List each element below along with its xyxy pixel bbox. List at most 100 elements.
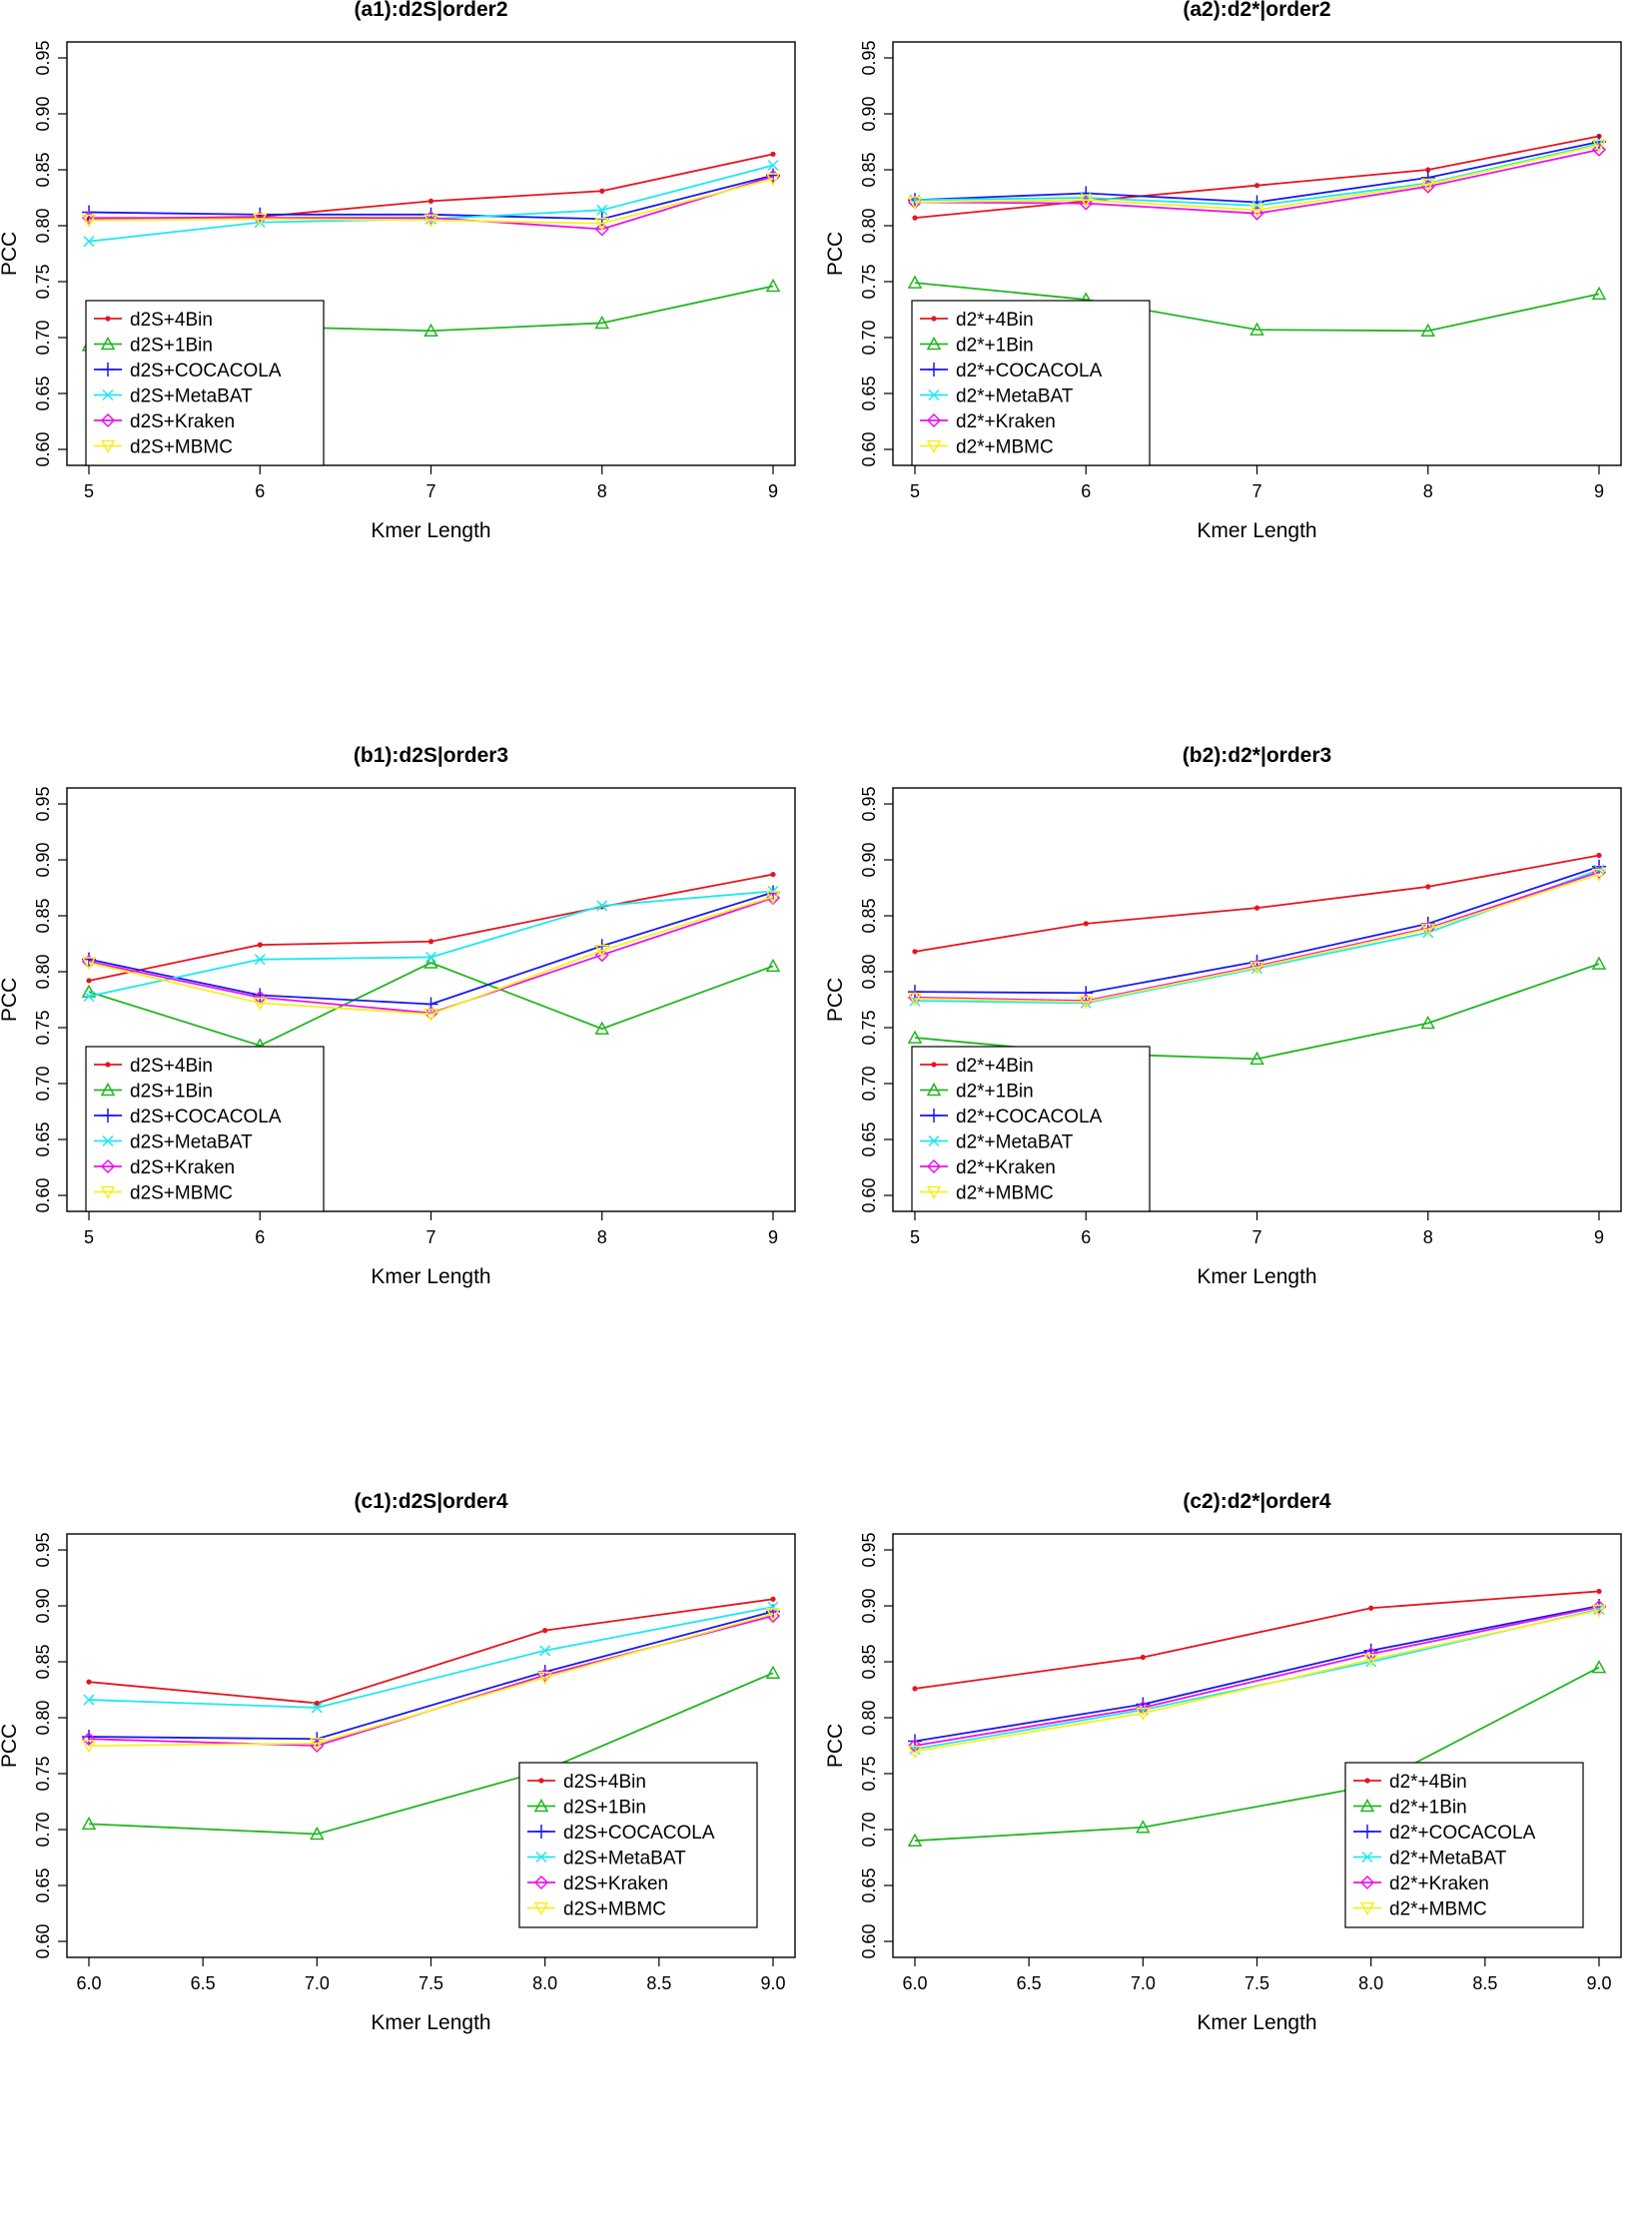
y-tick-label: 0.95 [33, 786, 53, 821]
y-tick-label: 0.75 [33, 264, 53, 299]
data-point [257, 942, 263, 948]
y-tick-label: 0.90 [859, 1588, 879, 1623]
legend-label: d2*+MetaBAT [956, 1132, 1074, 1153]
data-point [1425, 167, 1431, 173]
x-tick-label: 9 [768, 1227, 778, 1247]
legend: d2S+4Bin d2S+1Bin d2S+COCACOLA d2S+MetaBAT d… [85, 300, 325, 466]
series-4bin [912, 1588, 1602, 1692]
series-kraken [81, 169, 781, 237]
series-4bin [86, 871, 776, 984]
series-cocacola [908, 1599, 1606, 1749]
data-point [1591, 865, 1607, 880]
data-point [765, 169, 781, 184]
series-1bin [907, 1660, 1607, 1847]
legend-box [911, 300, 1151, 466]
data-point [907, 993, 923, 1007]
x-axis-title: Kmer Length [371, 1265, 490, 1288]
legend-marker [101, 1109, 115, 1122]
x-axis-title: Kmer Length [1197, 2011, 1316, 2034]
legend-marker [1359, 1901, 1375, 1916]
legend-label: d2*+4Bin [1389, 1772, 1467, 1793]
data-point [1591, 286, 1607, 301]
data-point [1253, 183, 1260, 189]
x-axis-title: Kmer Length [1197, 519, 1316, 542]
legend: d2*+4Bin d2*+1Bin d2*+COCACOLA d2*+MetaBAT d… [911, 300, 1151, 466]
series-line [914, 1666, 1600, 1843]
legend-label: d2S+COCACOLA [563, 1823, 715, 1844]
y-tick-label: 0.80 [859, 1700, 879, 1735]
series-line [914, 1590, 1600, 1690]
chart-svg: (b2):d2*|order3 0.60 0.65 0.70 0.75 0.80 0.85 0… [826, 746, 1622, 1288]
series-kraken [81, 1609, 781, 1754]
y-tick-label: 0.95 [859, 1532, 879, 1567]
chart-title: (a1):d2S|order2 [354, 0, 507, 21]
data-point [767, 159, 779, 172]
legend-marker [102, 1134, 114, 1147]
series-line [89, 175, 774, 231]
y-tick-label: 0.85 [33, 152, 53, 187]
y-tick-label: 0.80 [33, 1700, 53, 1735]
y-tick-label: 0.75 [859, 264, 879, 299]
y-tick-label: 0.70 [859, 1812, 879, 1847]
data-point [770, 1596, 776, 1602]
legend-marker [1359, 1798, 1375, 1813]
data-point [1363, 1654, 1378, 1668]
series-mbmc [907, 1604, 1607, 1760]
chart-panel-6: (c2):d2*|order4 0.60 0.65 0.70 0.75 0.80 0.85 0… [826, 1492, 1652, 2238]
data-point [423, 214, 438, 228]
legend-box [85, 1046, 325, 1212]
chart-title: (c1):d2S|order4 [354, 1492, 507, 1513]
x-tick-label: 6.0 [902, 1973, 927, 1993]
legend-box [518, 1762, 758, 1928]
x-tick-label: 6 [255, 481, 265, 501]
data-point [81, 1740, 97, 1754]
data-point [427, 939, 434, 945]
data-point [912, 949, 918, 955]
x-tick-label: 9.0 [1586, 1973, 1611, 1993]
legend: d2*+4Bin d2*+1Bin d2*+COCACOLA d2*+MetaBAT d… [911, 1046, 1151, 1212]
series-mbmc [81, 1608, 781, 1754]
y-tick-label: 0.75 [33, 1010, 53, 1045]
series-line [914, 1606, 1600, 1747]
legend-marker [928, 388, 940, 401]
x-tick-label: 7.5 [1244, 1973, 1269, 1993]
legend-marker [926, 1082, 942, 1097]
y-tick-label: 0.95 [859, 786, 879, 821]
y-tick-label: 0.90 [859, 96, 879, 131]
y-tick-label: 0.95 [33, 1532, 53, 1567]
data-point [1253, 905, 1260, 911]
y-tick-label: 0.90 [33, 1588, 53, 1623]
data-point [423, 1008, 438, 1023]
data-point [310, 1738, 325, 1752]
legend-marker [100, 1082, 116, 1097]
legend-marker [1359, 1874, 1375, 1890]
y-tick-label: 0.95 [859, 40, 879, 75]
series-line [88, 1598, 774, 1705]
y-axis-title: PCC [826, 978, 847, 1022]
y-tick-label: 0.70 [33, 1066, 53, 1101]
data-point [594, 1021, 610, 1035]
legend-label: d2S+MBMC [130, 437, 233, 458]
y-tick-label: 0.85 [859, 898, 879, 933]
x-tick-label: 5 [84, 481, 94, 501]
data-point [1079, 196, 1094, 211]
legend-label: d2*+4Bin [956, 310, 1034, 331]
y-tick-label: 0.65 [33, 375, 53, 410]
x-tick-label: 8.5 [1472, 1973, 1497, 1993]
series-line [88, 962, 774, 1047]
x-tick-label: 8.0 [532, 1973, 557, 1993]
chart-panel-2: (a2):d2*|order2 0.60 0.65 0.70 0.75 0.80 0.85 0… [826, 0, 1652, 746]
series-1bin [907, 275, 1607, 338]
data-point [83, 991, 95, 1003]
data-point [254, 954, 266, 966]
data-point [86, 1679, 92, 1685]
data-point [1591, 1604, 1607, 1619]
series-kraken [907, 865, 1607, 1009]
legend-marker [926, 412, 942, 428]
data-point [1078, 996, 1094, 1010]
legend: d2S+4Bin d2S+1Bin d2S+COCACOLA d2S+MetaBAT d… [85, 1046, 325, 1212]
series-4bin [912, 852, 1602, 955]
y-tick-label: 0.60 [859, 431, 879, 466]
legend-marker [100, 1185, 116, 1200]
y-tick-label: 0.65 [33, 1121, 53, 1156]
